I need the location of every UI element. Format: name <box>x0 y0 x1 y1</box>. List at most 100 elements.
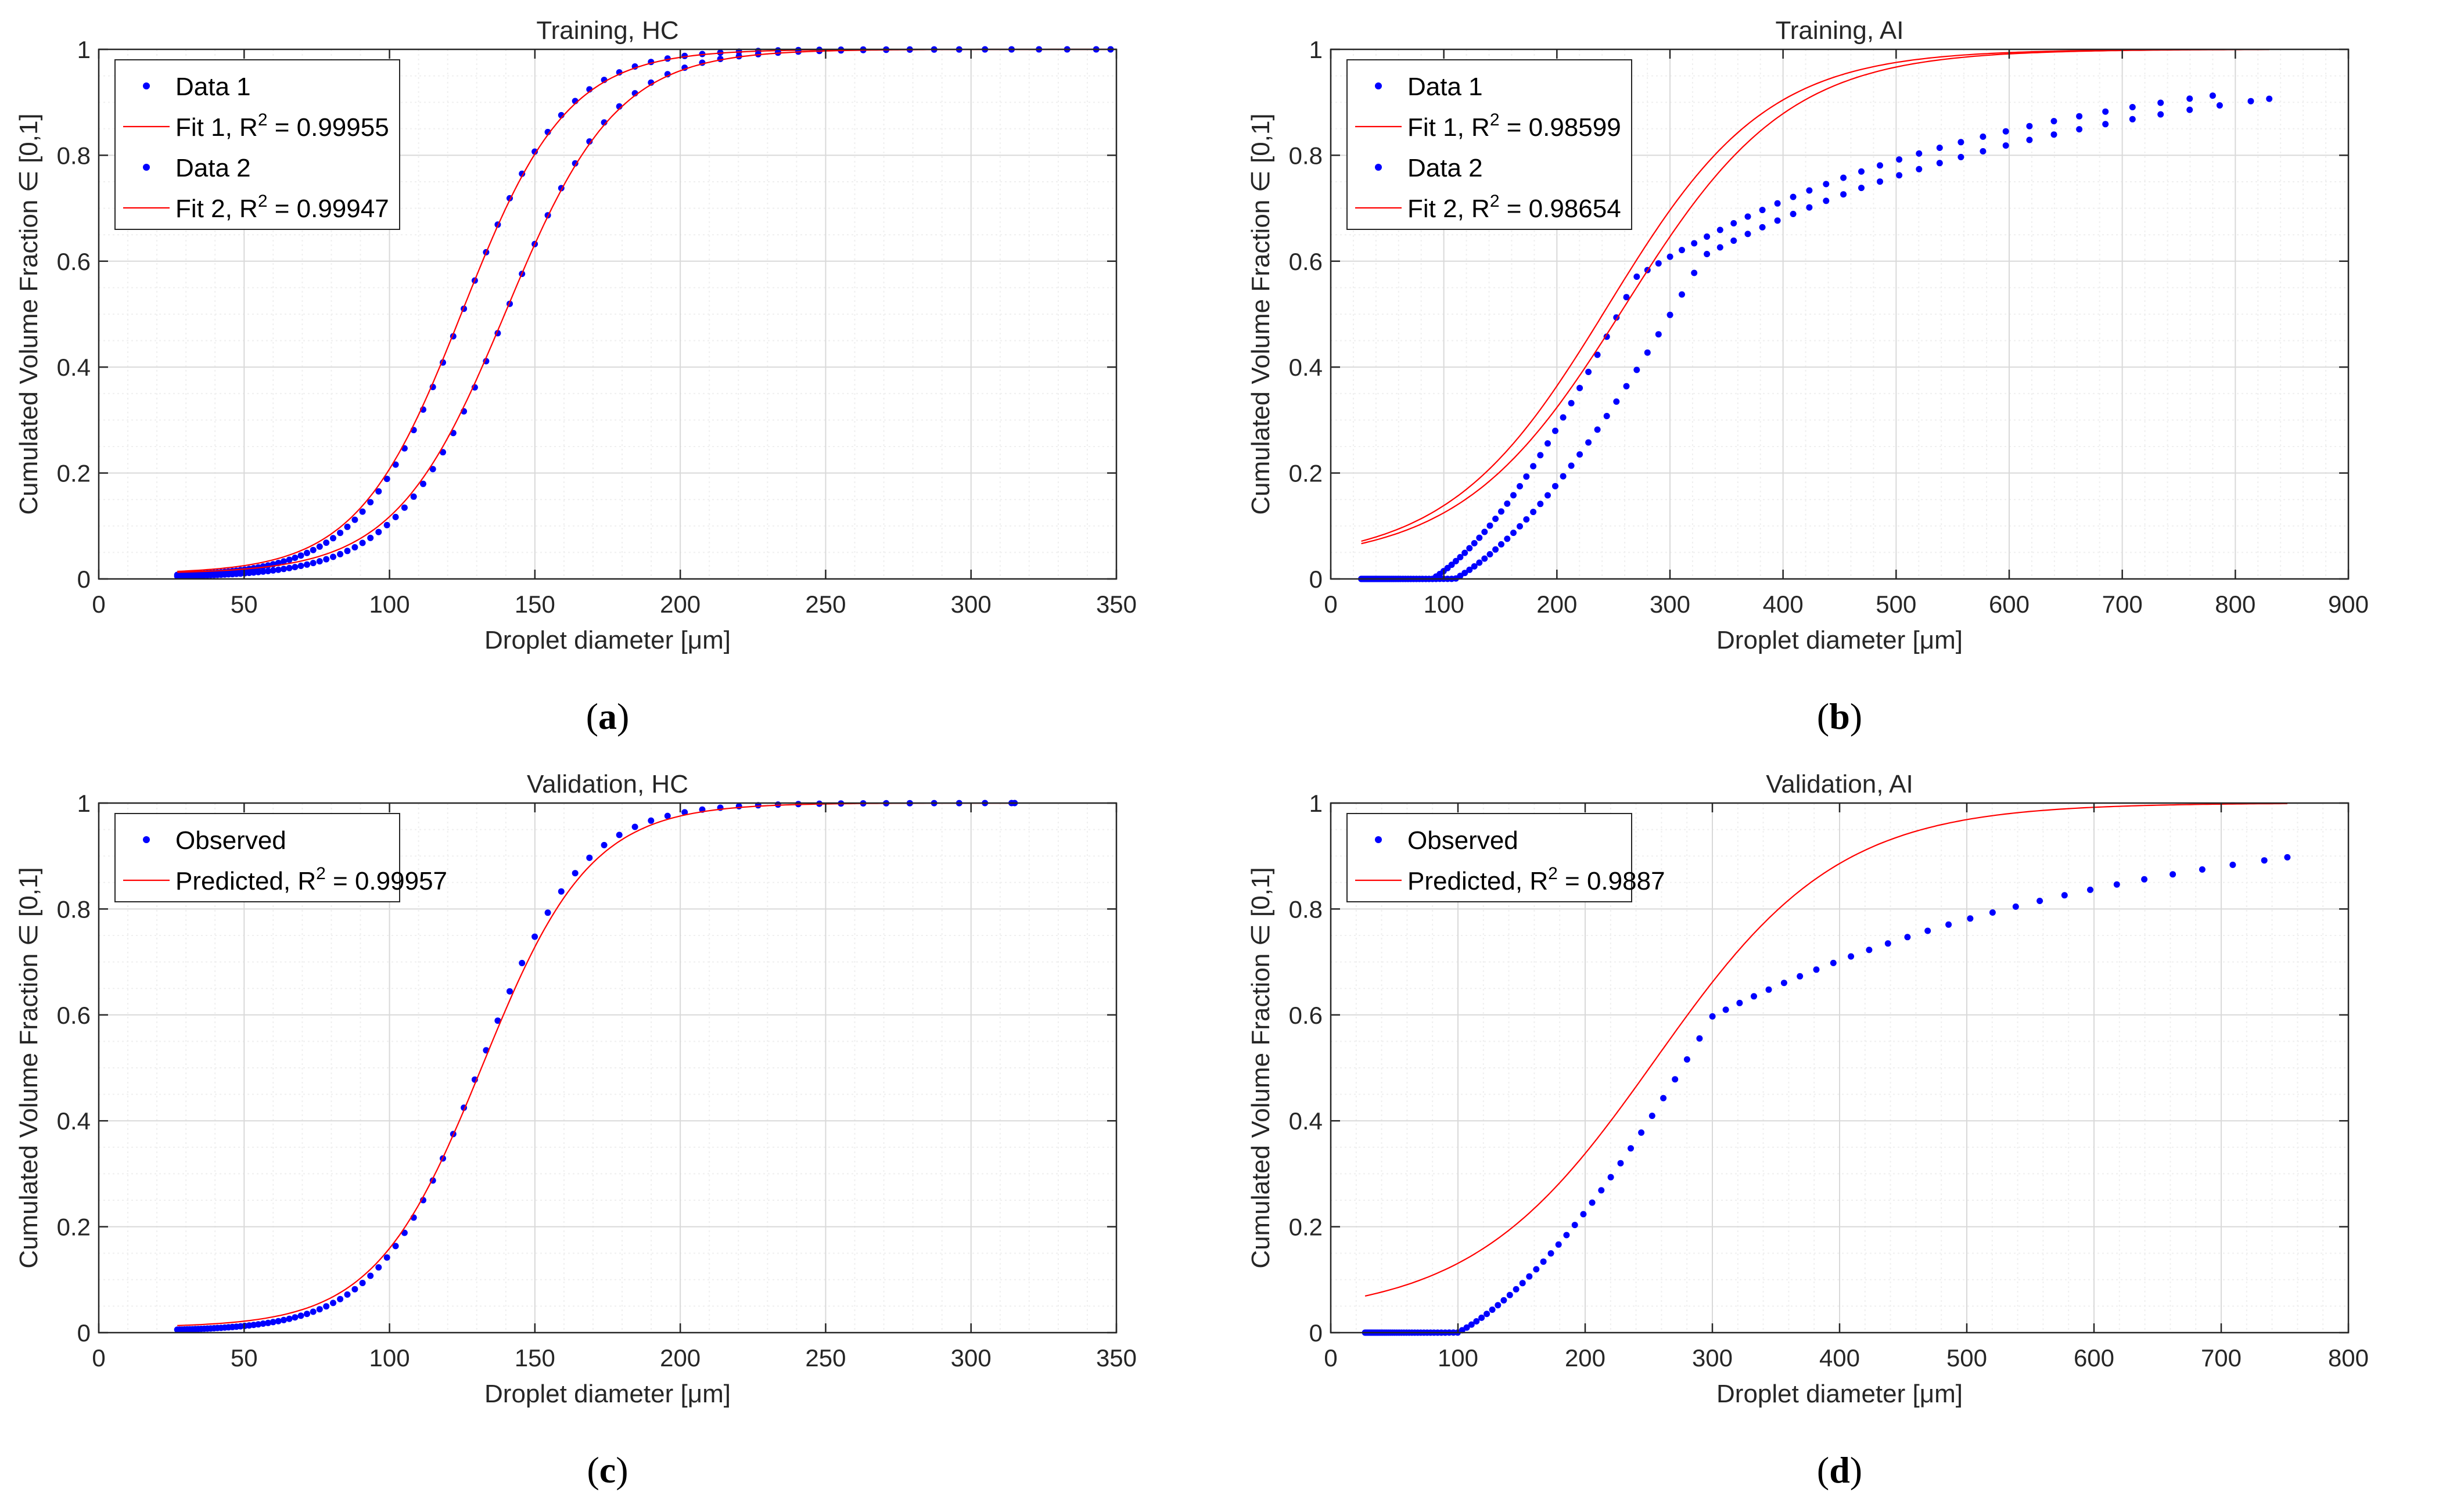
data-point <box>1492 546 1499 553</box>
data-point <box>1790 211 1797 217</box>
legend-label: Data 1 <box>175 73 251 101</box>
data-point <box>1823 197 1830 204</box>
data-point <box>281 558 287 565</box>
data-point <box>1448 562 1455 568</box>
data-point <box>316 1306 323 1313</box>
data-point <box>1510 530 1517 537</box>
x-tick-label: 800 <box>2215 591 2255 618</box>
panel-training-hc: 0 50 100 150 200 250 300 350 0 0.2 0.4 0.6 0.8 1 Train… <box>0 0 1232 754</box>
data-point <box>1552 483 1558 490</box>
data-point <box>1617 1160 1624 1167</box>
data-point <box>1858 168 1865 175</box>
data-point <box>1679 291 1685 298</box>
data-point <box>250 1322 257 1329</box>
data-point <box>255 568 262 575</box>
data-point <box>286 1315 293 1322</box>
x-tick-label: 900 <box>2328 591 2369 618</box>
data-point <box>664 812 671 819</box>
data-point <box>1967 915 1974 922</box>
data-point <box>1589 1199 1596 1206</box>
data-point <box>2157 99 2164 106</box>
data-point <box>1576 384 1583 391</box>
y-tick-label: 0.6 <box>1289 248 1323 275</box>
chart-title: Training, AI <box>1776 16 1904 45</box>
legend-marker-point <box>143 836 150 843</box>
x-tick-label: 350 <box>1096 591 1137 618</box>
data-point <box>2247 98 2254 105</box>
data-point <box>1594 426 1601 433</box>
x-axis-label-text: Droplet diameter [ <box>1716 1380 1920 1408</box>
data-point <box>310 1308 317 1315</box>
element-of-symbol: ∈ <box>15 924 43 946</box>
y-tick-label: 0 <box>1309 566 1323 593</box>
data-point <box>316 543 323 550</box>
legend-entry: Fit 2, R2 = 0.98654 <box>1355 192 1621 223</box>
data-point <box>1481 528 1488 535</box>
data-point <box>1655 260 1662 267</box>
data-point <box>250 569 257 576</box>
data-point <box>310 546 317 553</box>
legend-r-superscript: 2 <box>258 110 268 129</box>
data-point <box>1666 253 1673 260</box>
data-point <box>440 449 446 456</box>
data-point <box>1924 927 1931 934</box>
x-tick-label: 700 <box>2102 591 2143 618</box>
x-tick-label: 300 <box>951 1344 992 1372</box>
legend-r-symbol: R <box>239 195 258 223</box>
data-point <box>330 535 336 542</box>
legend-series-name: Fit 1 <box>175 113 225 142</box>
data-point <box>375 488 382 495</box>
data-point <box>2199 866 2206 873</box>
data-point <box>281 566 287 573</box>
x-tick-label: 100 <box>1424 591 1464 618</box>
panel-label-open: ( <box>1817 1449 1829 1491</box>
data-point <box>1504 500 1511 507</box>
data-point <box>735 803 742 809</box>
x-axis-label-unit: m] <box>1934 626 1963 654</box>
legend-r2-value: = 0.98654 <box>1500 195 1621 223</box>
data-point <box>292 1314 299 1321</box>
panel-label-open: ( <box>586 696 598 737</box>
data-point <box>1510 492 1517 499</box>
legend-marker-point <box>143 164 150 171</box>
data-point <box>2026 136 2033 143</box>
data-point <box>531 933 538 940</box>
panel-training-ai: 0 100 200 300 400 500 600 700 800 900 0 0.2 0.4 0.6 0.… <box>1232 0 2464 754</box>
legend-r-superscript: 2 <box>316 864 326 883</box>
legend-entry: Data 2 <box>143 154 251 182</box>
data-point <box>1904 934 1911 941</box>
y-axis-label-text: Cumulated Volume Fraction <box>1247 193 1275 515</box>
data-point <box>648 817 655 824</box>
x-axis-label: Droplet diameter [μm] <box>484 626 731 654</box>
data-point <box>1916 165 1923 172</box>
data-point <box>1533 1266 1540 1273</box>
data-point <box>1517 483 1523 490</box>
data-point <box>1936 160 1943 167</box>
data-point <box>1980 133 1987 140</box>
data-point <box>544 909 551 916</box>
data-point <box>2186 106 2193 113</box>
data-point <box>586 138 593 145</box>
data-point <box>1679 247 1685 254</box>
data-point <box>359 539 366 546</box>
x-tick-label: 100 <box>369 1344 410 1372</box>
data-point <box>383 1254 390 1261</box>
mu-symbol: μ <box>1920 626 1934 654</box>
data-point <box>351 544 358 550</box>
data-point <box>1730 220 1737 226</box>
y-tick-label: 0.6 <box>57 1002 91 1029</box>
legend-entry: Data 2 <box>1375 154 1483 182</box>
legend-box <box>1346 813 1632 902</box>
panel-label: (b) <box>1817 696 1862 737</box>
data-point <box>2141 876 2148 883</box>
data-point <box>1830 959 1837 966</box>
data-point <box>1644 349 1651 356</box>
data-point <box>1866 946 1873 953</box>
y-tick-label: 0.8 <box>1289 895 1323 923</box>
legend-label: Data 2 <box>175 154 251 182</box>
y-tick-label: 0.2 <box>1289 460 1323 487</box>
y-tick-label: 0.4 <box>57 354 91 381</box>
element-of-symbol: ∈ <box>1247 924 1275 946</box>
panel-label-letter: c <box>599 1449 616 1491</box>
